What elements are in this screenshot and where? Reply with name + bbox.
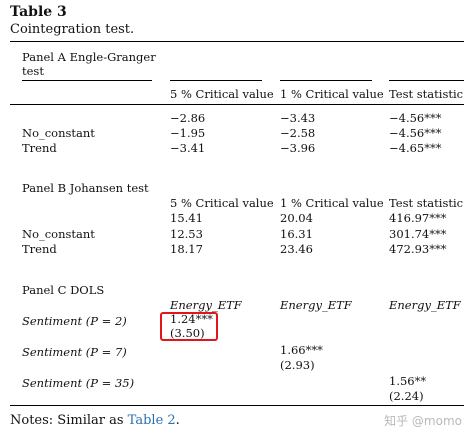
cell-coef: 1.66*** [280,343,323,357]
cell-se: (2.24) [389,389,424,403]
panel-a-label-line2: test [22,64,44,78]
panel-b-header-5pct: 5 % Critical value [170,196,274,210]
panel-c-header-1: Energy_ETF [170,298,242,312]
top-rule [10,41,464,42]
bottom-rule [10,405,464,406]
cell-se: (3.50) [170,326,205,340]
notes: Notes: Similar as Table 2. [10,413,180,428]
cell-1pct: −3.43 [280,111,316,125]
cell-1pct: 23.46 [280,242,313,256]
panel-a-header-1pct: 1 % Critical value [280,87,384,101]
cell-5pct: −3.41 [170,141,206,155]
panel-a-header-stat: Test statistic [389,87,464,101]
row-label: Sentiment (P = 7) [22,345,127,359]
row-label: No_constant [22,227,95,241]
cell-5pct: 12.53 [170,227,203,241]
row-label: Trend [22,141,57,155]
cell-5pct: −2.86 [170,111,206,125]
cell-5pct: 18.17 [170,242,203,256]
panel-b-header-1pct: 1 % Critical value [280,196,384,210]
panel-a-label: Panel A Engle-Granger [22,50,156,64]
panel-c-header-2: Energy_ETF [280,298,352,312]
notes-text: Notes: Similar as [10,413,128,428]
cell-5pct: 15.41 [170,211,203,225]
table-caption: Cointegration test. [10,22,135,37]
cell-stat: 472.93*** [389,242,447,256]
cell-1pct: −3.96 [280,141,316,155]
col2-rule-a [280,80,372,81]
cell-stat: 301.74*** [389,227,447,241]
panel-a-header-5pct: 5 % Critical value [170,87,274,101]
panel-b-header-stat: Test statistic [389,196,464,210]
highlight-box [160,312,218,341]
watermark: 知乎 @momo [384,414,462,428]
col3-rule-a [389,80,464,81]
table-title: Table 3 [10,4,67,20]
panel-c-header-3: Energy_ETF [389,298,461,312]
row-label: Sentiment (P = 35) [22,376,135,390]
cell-coef: 1.56** [389,374,427,388]
row-label: No_constant [22,126,95,140]
cell-1pct: −2.58 [280,126,316,140]
row-label: Trend [22,242,57,256]
cell-stat: −4.56*** [389,126,442,140]
cell-se: (2.93) [280,358,315,372]
cell-stat: 416.97*** [389,211,447,225]
cell-5pct: −1.95 [170,126,206,140]
cell-1pct: 20.04 [280,211,313,225]
col1-rule-a [170,80,262,81]
cell-coef: 1.24*** [170,312,213,326]
row-label: Sentiment (P = 2) [22,314,127,328]
cell-stat: −4.56*** [389,111,442,125]
notes-table-link[interactable]: Table 2 [127,413,176,428]
notes-end: . [175,413,180,428]
cell-1pct: 16.31 [280,227,313,241]
panel-a-header-rule [10,104,464,105]
panel-a-label-rule [22,80,152,81]
panel-b-label: Panel B Johansen test [22,181,149,195]
panel-c-label: Panel C DOLS [22,283,105,297]
cell-stat: −4.65*** [389,141,442,155]
